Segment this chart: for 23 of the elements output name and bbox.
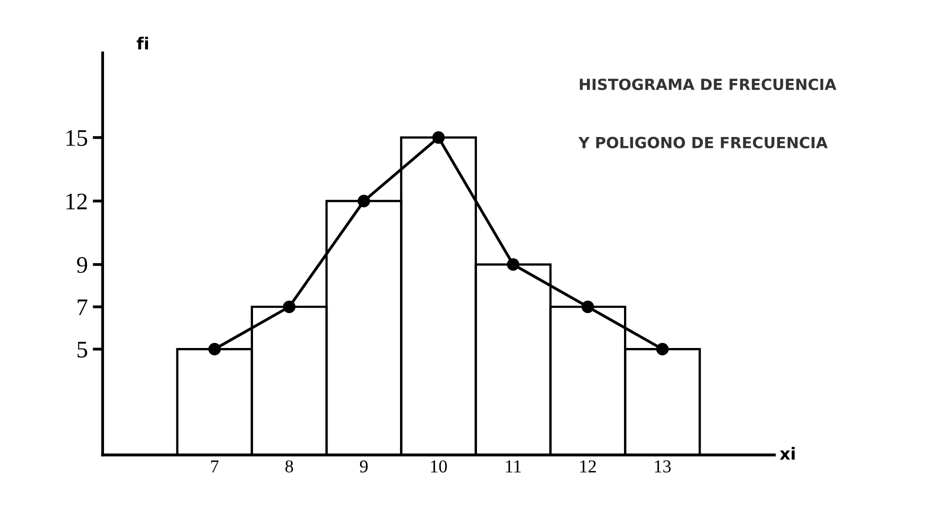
x-tick-label: 13 — [654, 460, 671, 473]
x-tick-label: 7 — [211, 460, 219, 472]
x-tick-label: 10 — [431, 460, 447, 473]
text: Y POLIGONO DE FRECUENCIA — [578, 136, 828, 148]
x-tick-label: 8 — [285, 460, 294, 473]
x-tick-label: 9 — [360, 460, 368, 473]
y-axis-title: fi — [136, 36, 148, 50]
y-tick-label: 15 — [66, 130, 88, 146]
y-tick-label: 5 — [78, 342, 88, 358]
x-axis-title: xi — [780, 446, 795, 460]
y-tick-label: 12 — [66, 194, 87, 210]
point — [208, 342, 221, 356]
y-tick-label: 7 — [78, 300, 88, 316]
y-tick-label: 9 — [77, 257, 88, 273]
point — [358, 194, 370, 208]
x-tick-label: 11 — [506, 460, 521, 472]
point — [432, 131, 445, 144]
point — [506, 258, 520, 271]
text: HISTOGRAMA DE FRECUENCIA — [580, 78, 836, 90]
x-tick-label: 12 — [580, 460, 596, 472]
point — [656, 342, 669, 356]
point — [282, 300, 296, 314]
point — [582, 300, 594, 314]
